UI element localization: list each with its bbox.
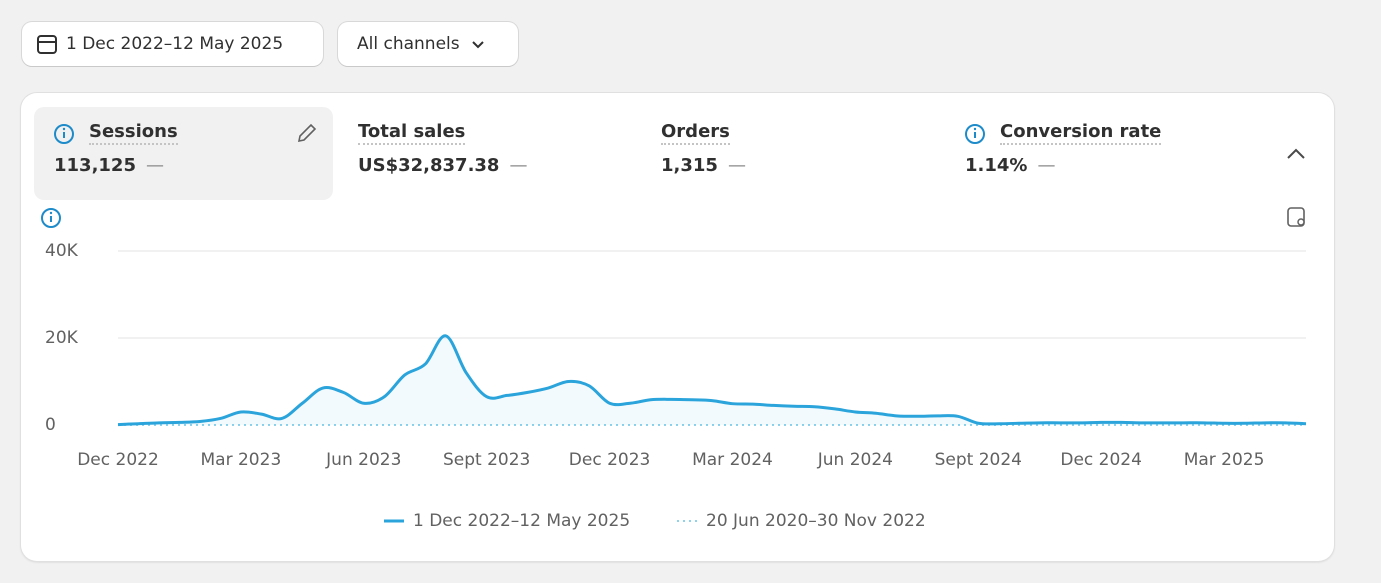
edit-icon[interactable]: [295, 121, 319, 145]
channel-button[interactable]: All channels: [338, 22, 518, 66]
metric-tile[interactable]: Total sales US$32,837.38 —: [338, 107, 638, 200]
info-icon: [54, 124, 74, 144]
metric-label: Conversion rate: [1000, 121, 1162, 145]
metric-tile[interactable]: Orders 1,315 —: [641, 107, 941, 200]
metric-number: 1,315: [661, 155, 718, 176]
metric-value: 1,315 —: [661, 155, 921, 176]
x-tick-label: Mar 2024: [692, 450, 773, 470]
collapse-icon[interactable]: [1287, 148, 1305, 159]
chevron-down: [471, 41, 484, 49]
area-fill: [118, 335, 1306, 425]
calendar-icon: [37, 35, 57, 54]
series-line: [117, 334, 1307, 427]
metric-tile[interactable]: Sessions 113,125 —: [34, 107, 333, 200]
channel-text: All channels: [357, 34, 460, 54]
metric-label: Orders: [661, 121, 730, 145]
metric-value: 1.14% —: [965, 155, 1245, 176]
x-tick-label: Jun 2024: [817, 450, 893, 470]
y-tick-label: 40K: [45, 241, 79, 261]
y-tick-label: 20K: [45, 328, 79, 348]
metric-value: 113,125 —: [54, 155, 313, 176]
metric-change: —: [727, 155, 746, 176]
metric-label: Total sales: [358, 121, 466, 145]
metric-label: Sessions: [89, 121, 178, 145]
legend-label: 20 Jun 2020–30 Nov 2022: [706, 511, 926, 531]
x-tick-label: Dec 2023: [569, 450, 651, 470]
card: Sessions 113,125 — Total sales US$32,837.…: [21, 93, 1334, 561]
x-tick-label: Dec 2022: [77, 450, 159, 470]
metric-change: —: [1037, 155, 1056, 176]
date-range-button[interactable]: 1 Dec 2022–12 May 2025: [22, 22, 323, 66]
info-icon: [41, 208, 61, 228]
x-tick-label: Mar 2025: [1184, 450, 1265, 470]
chart-options-icon[interactable]: [1287, 207, 1305, 227]
metric-number: 113,125: [54, 155, 136, 176]
x-tick-label: Dec 2024: [1060, 450, 1142, 470]
y-tick-label: 0: [45, 415, 56, 435]
date-range-text: 1 Dec 2022–12 May 2025: [66, 34, 284, 54]
metric-value: US$32,837.38 —: [358, 155, 618, 176]
metric-number: US$32,837.38: [358, 155, 500, 176]
metric-change: —: [145, 155, 164, 176]
x-tick-label: Mar 2023: [201, 450, 282, 470]
info-icon: [965, 124, 985, 144]
x-tick-label: Sept 2023: [443, 450, 530, 470]
legend-label: 1 Dec 2022–12 May 2025: [413, 511, 630, 531]
x-tick-label: Sept 2024: [935, 450, 1022, 470]
metric-change: —: [509, 155, 528, 176]
metric-tile[interactable]: Conversion rate 1.14% —: [945, 107, 1265, 200]
x-tick-label: Jun 2023: [325, 450, 401, 470]
metric-number: 1.14%: [965, 155, 1028, 176]
